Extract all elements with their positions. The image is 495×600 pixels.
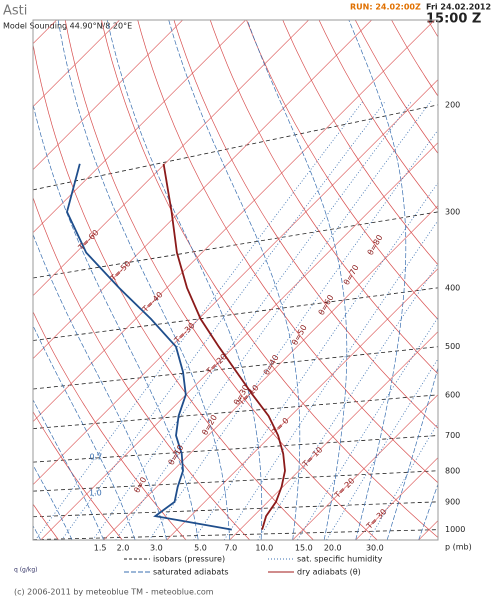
isobar (33, 287, 438, 341)
x-axis-label: q (g/kg) (14, 567, 38, 574)
dry-adiabat (354, 20, 438, 154)
y-tick-label: 600 (445, 390, 460, 399)
dry-adiabat (33, 310, 187, 540)
saturated-adiabat (33, 399, 104, 540)
subtitle: Model Sounding 44.90°N/8.20°E (3, 22, 132, 31)
legend-entry: isobars (pressure) (153, 555, 225, 564)
temperature-line (162, 163, 286, 530)
dry-adiabat (318, 20, 438, 211)
saturated-adiabat (33, 324, 136, 540)
x-tick-label: 5.0 (194, 544, 207, 553)
dry-adiabat (173, 20, 438, 429)
isotherm (33, 20, 246, 234)
humidity-line (148, 129, 438, 540)
saturated-adiabat (106, 20, 263, 540)
x-tick-label: 10.0 (255, 544, 273, 553)
y-tick-label: 300 (445, 207, 460, 216)
isobar (33, 435, 438, 463)
x-tick-label: 15.0 (295, 544, 313, 553)
humidity-line (257, 263, 438, 540)
isotherm (103, 205, 438, 540)
saturated-adiabat (418, 483, 438, 540)
dewpoint-line (66, 163, 232, 531)
humidity-label: 1.0 (89, 489, 102, 498)
humidity-line (296, 316, 438, 540)
saturated-adiabat (33, 233, 167, 540)
isotherm (33, 79, 438, 486)
legend-entry: sat. specific humidity (297, 555, 383, 564)
dry-adiabat (137, 20, 438, 484)
saturated-adiabat (348, 20, 407, 540)
y-tick-label: 200 (445, 100, 460, 109)
dry-adiabat (64, 20, 378, 540)
saturated-adiabat (168, 20, 301, 540)
dry-adiabat (246, 20, 438, 320)
chart-title: Asti (3, 4, 27, 19)
isobar (33, 394, 438, 430)
x-tick-label: 3.0 (150, 544, 163, 553)
legend-entry: saturated adiabats (153, 568, 229, 577)
humidity-line (92, 100, 413, 540)
isotherm (33, 20, 183, 171)
run-time: RUN: 24.02:00Z (350, 3, 421, 12)
y-tick-label: 1000 (445, 525, 465, 534)
y-tick-label: 500 (445, 342, 460, 351)
time: 15:00 Z (426, 12, 481, 27)
x-tick-label: 1.5 (94, 544, 107, 553)
dry-adiabat (209, 20, 438, 375)
isobar (33, 470, 438, 492)
isobar (33, 346, 438, 390)
footer: (c) 2006-2011 by meteoblue TM - meteoblu… (14, 588, 214, 597)
x-tick-label: 30.0 (366, 544, 384, 553)
isobar (33, 501, 438, 518)
saturated-adiabat (246, 20, 348, 540)
saturated-adiabat (33, 464, 73, 540)
x-tick-label: 7.0 (224, 544, 237, 553)
y-axis-label: p (mb) (445, 543, 472, 552)
y-tick-label: 900 (445, 497, 460, 506)
y-tick-label: 800 (445, 466, 460, 475)
x-tick-label: 20.0 (324, 544, 342, 553)
isotherm (33, 20, 309, 297)
isobar (33, 529, 438, 540)
plot-frame (32, 19, 439, 541)
saturated-adiabat (33, 102, 199, 540)
isobar (33, 211, 438, 279)
date: Fri 24.02.2012 (426, 3, 491, 12)
x-tick-label: 2.0 (117, 544, 130, 553)
humidity-label: 0.7 (90, 453, 103, 462)
isotherm (40, 142, 438, 540)
humidity-line (115, 100, 432, 540)
isotherm (229, 331, 438, 540)
isotherm (292, 394, 438, 540)
plot-area (33, 20, 438, 540)
dry-adiabat (33, 410, 123, 540)
dry-adiabat (33, 42, 314, 540)
dry-adiabat (282, 20, 438, 266)
dry-adiabat (101, 20, 438, 538)
isotherm (33, 20, 435, 423)
legend-entry: dry adiabats (θ) (297, 568, 361, 577)
saturated-adiabat (386, 366, 438, 540)
y-tick-label: 700 (445, 431, 460, 440)
humidity-line (193, 182, 438, 540)
isobar (33, 104, 438, 191)
y-tick-label: 400 (445, 283, 460, 292)
